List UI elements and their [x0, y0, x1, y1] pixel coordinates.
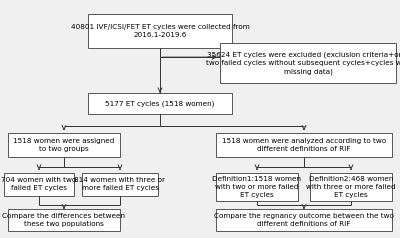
- Text: Compare the differences between
these two populations: Compare the differences between these tw…: [2, 213, 126, 227]
- FancyBboxPatch shape: [216, 173, 298, 201]
- FancyBboxPatch shape: [88, 93, 232, 114]
- FancyBboxPatch shape: [216, 209, 392, 231]
- Text: 5177 ET cycles (1518 women): 5177 ET cycles (1518 women): [105, 100, 215, 107]
- Text: 35624 ET cycles were excluded (exclusion criteria+only
two failed cycles without: 35624 ET cycles were excluded (exclusion…: [206, 52, 400, 74]
- Text: Definition2:468 women
with three or more failed
ET cycles: Definition2:468 women with three or more…: [306, 176, 396, 198]
- FancyBboxPatch shape: [88, 14, 232, 48]
- Text: 814 women with three or
more failed ET cycles: 814 women with three or more failed ET c…: [74, 178, 166, 191]
- FancyBboxPatch shape: [216, 133, 392, 157]
- Text: 1518 women were analyzed according to two
different definitions of RIF: 1518 women were analyzed according to tw…: [222, 138, 386, 152]
- FancyBboxPatch shape: [310, 173, 392, 201]
- Text: 704 women with two
failed ET cycles: 704 women with two failed ET cycles: [1, 178, 77, 191]
- FancyBboxPatch shape: [220, 43, 396, 83]
- Text: 1518 women were assigned
to two groups: 1518 women were assigned to two groups: [13, 138, 115, 152]
- Text: Definition1:1518 women
with two or more failed
ET cycles: Definition1:1518 women with two or more …: [212, 176, 302, 198]
- FancyBboxPatch shape: [82, 173, 158, 196]
- FancyBboxPatch shape: [8, 209, 120, 231]
- Text: 40801 IVF/ICSI/FET ET cycles were collected from
2016.1-2019.6: 40801 IVF/ICSI/FET ET cycles were collec…: [71, 24, 249, 38]
- Text: Compare the regnancy outcome between the two
different definitions of RIF: Compare the regnancy outcome between the…: [214, 213, 394, 227]
- FancyBboxPatch shape: [8, 133, 120, 157]
- FancyBboxPatch shape: [4, 173, 74, 196]
